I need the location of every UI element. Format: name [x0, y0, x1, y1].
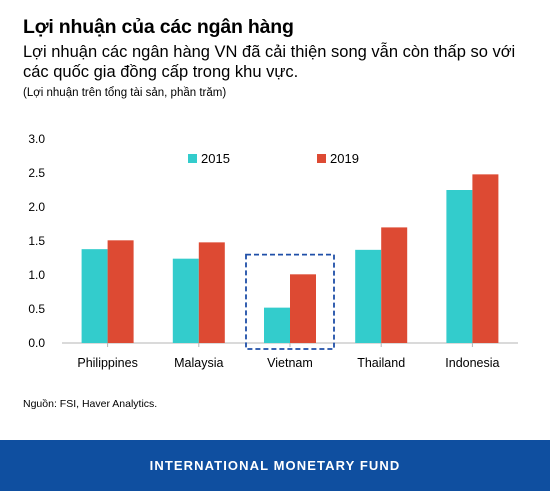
legend-swatch-2015: [188, 154, 197, 163]
y-tick-label: 2.5: [28, 166, 45, 180]
x-tick-label: Indonesia: [445, 356, 499, 370]
bar-2015-thailand: [355, 249, 382, 343]
legend-label-2015: 2015: [201, 151, 230, 166]
y-tick-label: 3.0: [28, 132, 45, 146]
bar-2019-malaysia: [198, 242, 225, 343]
vietnam-highlight-box: [245, 253, 335, 350]
x-tick-label: Malaysia: [174, 356, 223, 370]
bar-2019-vietnam: [290, 274, 316, 343]
bar-chart: 0.0 0.5 1.0 1.5 2.0 2.5 3.0 Philippines Malaysia…: [28, 132, 518, 370]
bar-2019-thailand: [381, 227, 408, 343]
bar-2015-philippines: [81, 249, 108, 343]
bar-2015-indonesia: [446, 190, 473, 343]
footer-label: INTERNATIONAL MONETARY FUND: [149, 458, 401, 473]
y-tick-label: 2.0: [28, 200, 45, 214]
chart-unit-note: (Lợi nhuận trên tổng tài sản, phần trăm): [23, 87, 227, 99]
x-tick-label: Vietnam: [267, 356, 313, 370]
x-tick-label: Philippines: [77, 356, 137, 370]
legend-label-2019: 2019: [330, 151, 359, 166]
chart-subtitle: Lợi nhuận các ngân hàng VN đã cải thiện …: [23, 43, 516, 81]
legend-swatch-2019: [317, 154, 326, 163]
y-tick-label: 0.0: [28, 336, 45, 350]
x-tick-label: Thailand: [357, 356, 405, 370]
y-tick-label: 1.0: [28, 268, 45, 282]
bar-2019-indonesia: [472, 174, 499, 343]
y-tick-label: 1.5: [28, 234, 45, 248]
chart-title: Lợi nhuận của các ngân hàng: [23, 16, 294, 38]
bar-2015-malaysia: [172, 258, 199, 343]
source-note: Nguồn: FSI, Haver Analytics.: [23, 398, 158, 410]
bar-2015-vietnam: [264, 307, 290, 343]
y-tick-label: 0.5: [28, 302, 45, 316]
imf-footer-banner: INTERNATIONAL MONETARY FUND: [0, 440, 550, 491]
bar-2019-philippines: [107, 240, 134, 343]
